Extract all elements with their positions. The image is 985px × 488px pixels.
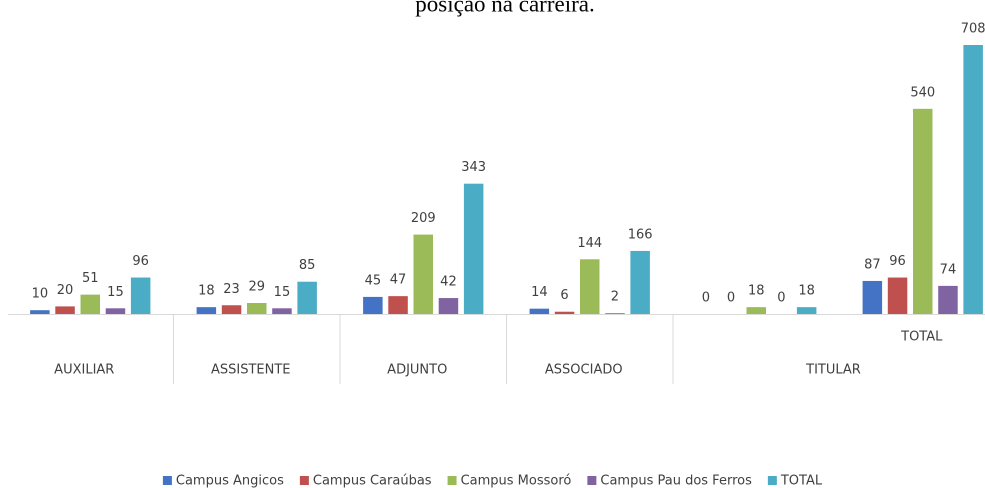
- data-label: 20: [57, 283, 74, 298]
- legend-swatch: [767, 476, 777, 485]
- bar: [913, 108, 933, 314]
- data-label: 144: [577, 236, 602, 251]
- bar: [554, 311, 575, 314]
- data-label: 10: [32, 287, 49, 302]
- data-label: 343: [461, 160, 486, 175]
- x-tick-label: TOTAL: [900, 330, 943, 345]
- bar: [796, 307, 817, 314]
- data-label: 6: [560, 288, 568, 303]
- legend-swatch: [162, 476, 172, 485]
- data-label: 96: [889, 254, 906, 269]
- bar: [272, 308, 292, 314]
- data-label: 45: [365, 273, 382, 288]
- legend-label: Campus Angicos: [176, 474, 284, 488]
- bar: [80, 294, 100, 314]
- chart-title: posição na carreira.: [415, 0, 594, 16]
- bar: [388, 296, 408, 314]
- legend-label: Campus Mossoró: [461, 474, 572, 488]
- bar: [938, 285, 958, 314]
- data-label: 0: [727, 291, 735, 306]
- bar: [887, 277, 908, 314]
- data-label: 0: [702, 291, 710, 306]
- data-label: 85: [299, 258, 316, 273]
- bar: [963, 45, 983, 314]
- bar: [529, 308, 550, 314]
- group-label: ADJUNTO: [387, 363, 447, 378]
- data-label: 51: [82, 271, 99, 286]
- data-label: 15: [274, 285, 291, 300]
- data-label: 96: [132, 254, 149, 269]
- bar: [630, 250, 650, 314]
- bar: [438, 298, 459, 314]
- bar: [221, 305, 242, 314]
- bar: [580, 259, 600, 314]
- legend-swatch: [447, 476, 457, 485]
- group-label: ASSISTENTE: [211, 363, 291, 378]
- data-label: 23: [223, 282, 240, 297]
- data-label: 166: [628, 227, 653, 242]
- bar: [130, 277, 151, 314]
- legend-swatch: [299, 476, 309, 485]
- bar: [746, 307, 766, 314]
- bar: [413, 234, 433, 314]
- bar: [196, 307, 217, 314]
- data-label: 18: [748, 284, 765, 299]
- group-label: TITULAR: [805, 363, 861, 378]
- group-label: AUXILIAR: [54, 363, 114, 378]
- group-label: ASSOCIADO: [545, 363, 623, 378]
- data-label: 209: [411, 211, 436, 226]
- legend-label: Campus Caraúbas: [313, 474, 432, 488]
- data-label: 15: [107, 285, 124, 300]
- legend-label: Campus Pau dos Ferros: [600, 474, 752, 488]
- bar: [105, 308, 126, 314]
- data-label: 2: [611, 290, 619, 305]
- data-label: 18: [198, 284, 215, 299]
- bar: [55, 306, 75, 314]
- legend-label: TOTAL: [780, 474, 823, 488]
- bar: [30, 310, 50, 314]
- bar: [247, 302, 267, 314]
- data-label: 87: [864, 257, 881, 272]
- bar: [463, 183, 484, 314]
- data-label: 14: [531, 285, 548, 300]
- data-label: 0: [777, 291, 785, 306]
- data-label: 18: [798, 284, 815, 299]
- legend-swatch: [587, 476, 597, 485]
- data-label: 42: [440, 275, 457, 290]
- data-label: 47: [390, 273, 407, 288]
- bar: [297, 281, 317, 314]
- data-label: 708: [961, 22, 985, 37]
- bar: [363, 296, 383, 314]
- bar: [605, 313, 625, 314]
- bar: [862, 280, 883, 314]
- data-label: 74: [940, 262, 957, 277]
- data-label: 540: [910, 85, 935, 100]
- data-label: 29: [248, 279, 265, 294]
